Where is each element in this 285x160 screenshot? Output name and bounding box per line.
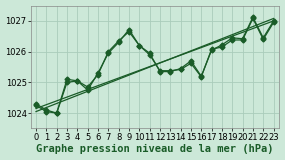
X-axis label: Graphe pression niveau de la mer (hPa): Graphe pression niveau de la mer (hPa) [36, 144, 274, 154]
